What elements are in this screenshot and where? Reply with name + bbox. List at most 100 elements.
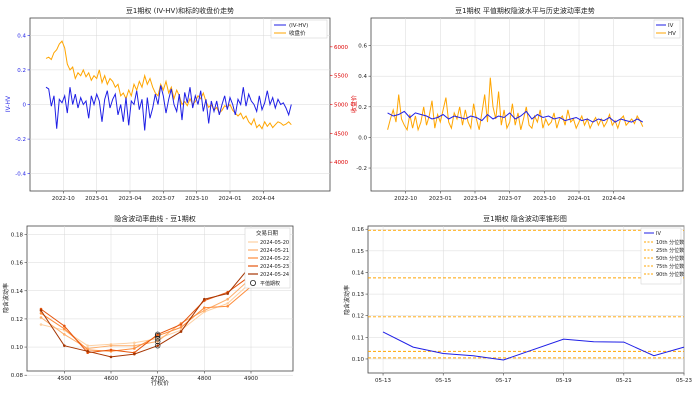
chart3-atm-point-2 bbox=[154, 333, 161, 339]
chart3-legend-title: 交易日期 bbox=[256, 229, 279, 237]
chart2-legend: IV HV bbox=[653, 19, 681, 39]
chart4-xtick-label-2: 05-17 bbox=[495, 378, 511, 384]
chart2-xtick-label-6: 2024-04 bbox=[602, 196, 625, 202]
chart2-title: 豆1期权 平值期权隐波水平与历史波动率走势 bbox=[455, 6, 595, 15]
chart3-point-2024-05-22-4 bbox=[133, 347, 136, 350]
chart3-point-2024-05-23-1 bbox=[63, 324, 66, 328]
chart3-point-2024-05-21-4 bbox=[133, 344, 136, 347]
chart4-percentile-lines bbox=[368, 229, 684, 359]
chart3-xtick-label-3: 4800 bbox=[197, 376, 211, 382]
chart2-x-ticks: 2022-10 2023-01 2023-04 2023-07 2023-10 2024-… bbox=[394, 191, 626, 202]
chart4-ytick-label-4: 0.14 bbox=[352, 270, 365, 276]
chart3-point-2024-05-24-1 bbox=[63, 344, 66, 347]
chart4-ytick-label-6: 0.16 bbox=[352, 227, 365, 233]
chart3-legend-label-0520: 2024-05-20 bbox=[260, 240, 289, 246]
chart1-ytick-label-0: -0.4 bbox=[15, 172, 26, 178]
chart2-xtick-label-5: 2024-01 bbox=[568, 196, 591, 202]
chart3-point-2024-05-23-3 bbox=[109, 348, 113, 352]
chart3-point-2024-05-24-6 bbox=[179, 330, 183, 333]
chart3-legend-label-0522: 2024-05-22 bbox=[260, 256, 289, 262]
chart4-xtick-label-3: 05-19 bbox=[556, 378, 572, 384]
chart3-panel: 隐含波动率曲线 - 豆1期权 0.080.100.120.140.160.18 … bbox=[2, 214, 294, 387]
chart2-legend-hv-label: HV bbox=[668, 31, 676, 37]
chart2-plot-frame bbox=[370, 17, 684, 192]
chart3-xtick-label-4: 4900 bbox=[244, 376, 258, 382]
chart1-legend-close-label: 收盘价 bbox=[289, 29, 306, 37]
chart2-xtick-label-3: 2023-07 bbox=[498, 196, 521, 202]
chart1-ytick-label-1: -0.2 bbox=[15, 137, 26, 143]
chart4-panel: 豆1期权 隐含波动率锥形图 0.100.110.120.130.140.150.… bbox=[343, 214, 692, 384]
chart2-ytick-label-4: 0.6 bbox=[358, 44, 367, 50]
chart3-point-2024-05-22-6 bbox=[179, 326, 183, 329]
chart1-right-ytick-label-3: 5500 bbox=[334, 74, 348, 80]
chart3-point-2024-05-22-1 bbox=[63, 327, 66, 331]
chart3-point-2024-05-24-2 bbox=[86, 349, 89, 353]
chart4-ytick-label-2: 0.12 bbox=[352, 314, 364, 320]
chart2-xtick-label-0: 2022-10 bbox=[394, 196, 417, 202]
chart3-ytick-label-3: 0.14 bbox=[11, 289, 24, 295]
chart3-y-ticks: 0.08 0.10 0.12 0.14 0.16 0.18 bbox=[11, 232, 27, 379]
chart1-ytick-label-2: 0 bbox=[23, 103, 27, 109]
chart1-ytick-label-3: 0.2 bbox=[17, 68, 26, 74]
chart3-atm-points bbox=[154, 331, 161, 349]
chart3-legend-label-0524: 2024-05-24 bbox=[260, 272, 289, 278]
chart3-point-2024-05-20-8 bbox=[226, 302, 229, 305]
chart3-point-2024-05-21-3 bbox=[109, 344, 113, 347]
chart3-ytick-label-5: 0.18 bbox=[11, 232, 24, 238]
chart1-xtick-label-3: 2023-07 bbox=[152, 196, 175, 202]
chart4-ylabel: 隐含波动率 bbox=[343, 285, 351, 315]
chart3-point-2024-05-24-8 bbox=[226, 292, 229, 295]
chart1-right-ticks: 4000 4500 5000 5500 6000 bbox=[330, 45, 348, 166]
chart1-ylabel-right: 收盘价 bbox=[350, 95, 358, 113]
chart4-xtick-label-4: 05-21 bbox=[616, 378, 632, 384]
chart2-xtick-label-1: 2023-01 bbox=[429, 196, 452, 202]
chart4-legend-p75-label: 75th 分位数 bbox=[656, 263, 684, 270]
chart1-xtick-label-5: 2024-01 bbox=[219, 196, 242, 202]
chart4-legend-p10-label: 10th 分位数 bbox=[656, 239, 684, 246]
chart3-point-2024-05-24-7 bbox=[203, 297, 206, 301]
chart3-xtick-label-0: 4500 bbox=[57, 376, 71, 382]
chart3-point-2024-05-22-8 bbox=[226, 304, 229, 308]
chart2-ytick-label-3: 0.4 bbox=[358, 74, 367, 80]
chart4-ytick-label-3: 0.13 bbox=[352, 292, 365, 298]
chart1-right-ytick-label-2: 5000 bbox=[334, 103, 348, 109]
chart3-legend-atm-swatch bbox=[249, 279, 256, 286]
chart2-series-hv bbox=[387, 77, 644, 132]
chart3-ytick-label-0: 0.08 bbox=[11, 373, 24, 379]
chart4-xtick-label-5: 05-23 bbox=[676, 378, 692, 384]
chart1-series-ivhv bbox=[45, 85, 292, 131]
chart3-xtick-label-1: 4600 bbox=[104, 376, 118, 382]
chart2-panel: 豆1期权 平值期权隐波水平与历史波动率走势 -0.2 0.0 0.2 0.4 0.6 2… bbox=[356, 6, 684, 202]
chart4-ytick-label-1: 0.11 bbox=[352, 335, 364, 341]
chart2-legend-iv-label: IV bbox=[668, 23, 674, 29]
chart2-ytick-label-0: -0.2 bbox=[356, 166, 367, 172]
chart3-point-2024-05-20-0 bbox=[39, 323, 43, 326]
chart1-x-ticks: 2022-10 2023-01 2023-04 2023-07 2023-10 2024-… bbox=[52, 191, 275, 202]
chart3-ytick-label-1: 0.10 bbox=[11, 345, 24, 351]
chart3-point-2024-05-21-8 bbox=[226, 297, 229, 301]
chart1-xtick-label-2: 2023-04 bbox=[119, 196, 142, 202]
chart1-legend-ivhv-label: (IV-HV) bbox=[289, 23, 308, 29]
chart1-left-ticks: -0.4 -0.2 0 0.2 0.4 bbox=[15, 33, 30, 178]
chart1-right-ytick-label-4: 6000 bbox=[334, 45, 348, 51]
chart1-series-close bbox=[45, 40, 292, 130]
chart4-legend-p25-label: 25th 分位数 bbox=[656, 247, 684, 254]
chart1-title: 豆1期权 (IV-HV)和标的收盘价走势 bbox=[126, 6, 234, 15]
chart3-atm-point-0 bbox=[154, 335, 161, 342]
chart4-series-iv bbox=[382, 331, 685, 361]
chart3-legend-label-0521: 2024-05-21 bbox=[260, 248, 289, 254]
chart3-point-2024-05-21-1 bbox=[63, 333, 66, 336]
chart3-ytick-label-2: 0.12 bbox=[11, 317, 23, 323]
chart3-point-2024-05-20-4 bbox=[133, 341, 136, 345]
chart3-point-2024-05-24-3 bbox=[109, 355, 113, 359]
chart2-y-ticks: -0.2 0.0 0.2 0.4 0.6 bbox=[356, 44, 371, 172]
chart3-atm-point-3 bbox=[154, 331, 161, 338]
chart4-legend-iv-label: IV bbox=[656, 231, 661, 237]
chart3-series-group bbox=[39, 243, 276, 359]
chart3-point-2024-05-24-4 bbox=[133, 352, 136, 356]
chart3-point-2024-05-24-0 bbox=[39, 309, 43, 312]
chart4-xtick-label-0: 05-13 bbox=[375, 378, 391, 384]
chart3-atm-point-1 bbox=[154, 338, 161, 345]
chart2-xtick-label-4: 2023-10 bbox=[533, 196, 556, 202]
chart1-ylabel-left: IV-HV bbox=[5, 95, 12, 112]
